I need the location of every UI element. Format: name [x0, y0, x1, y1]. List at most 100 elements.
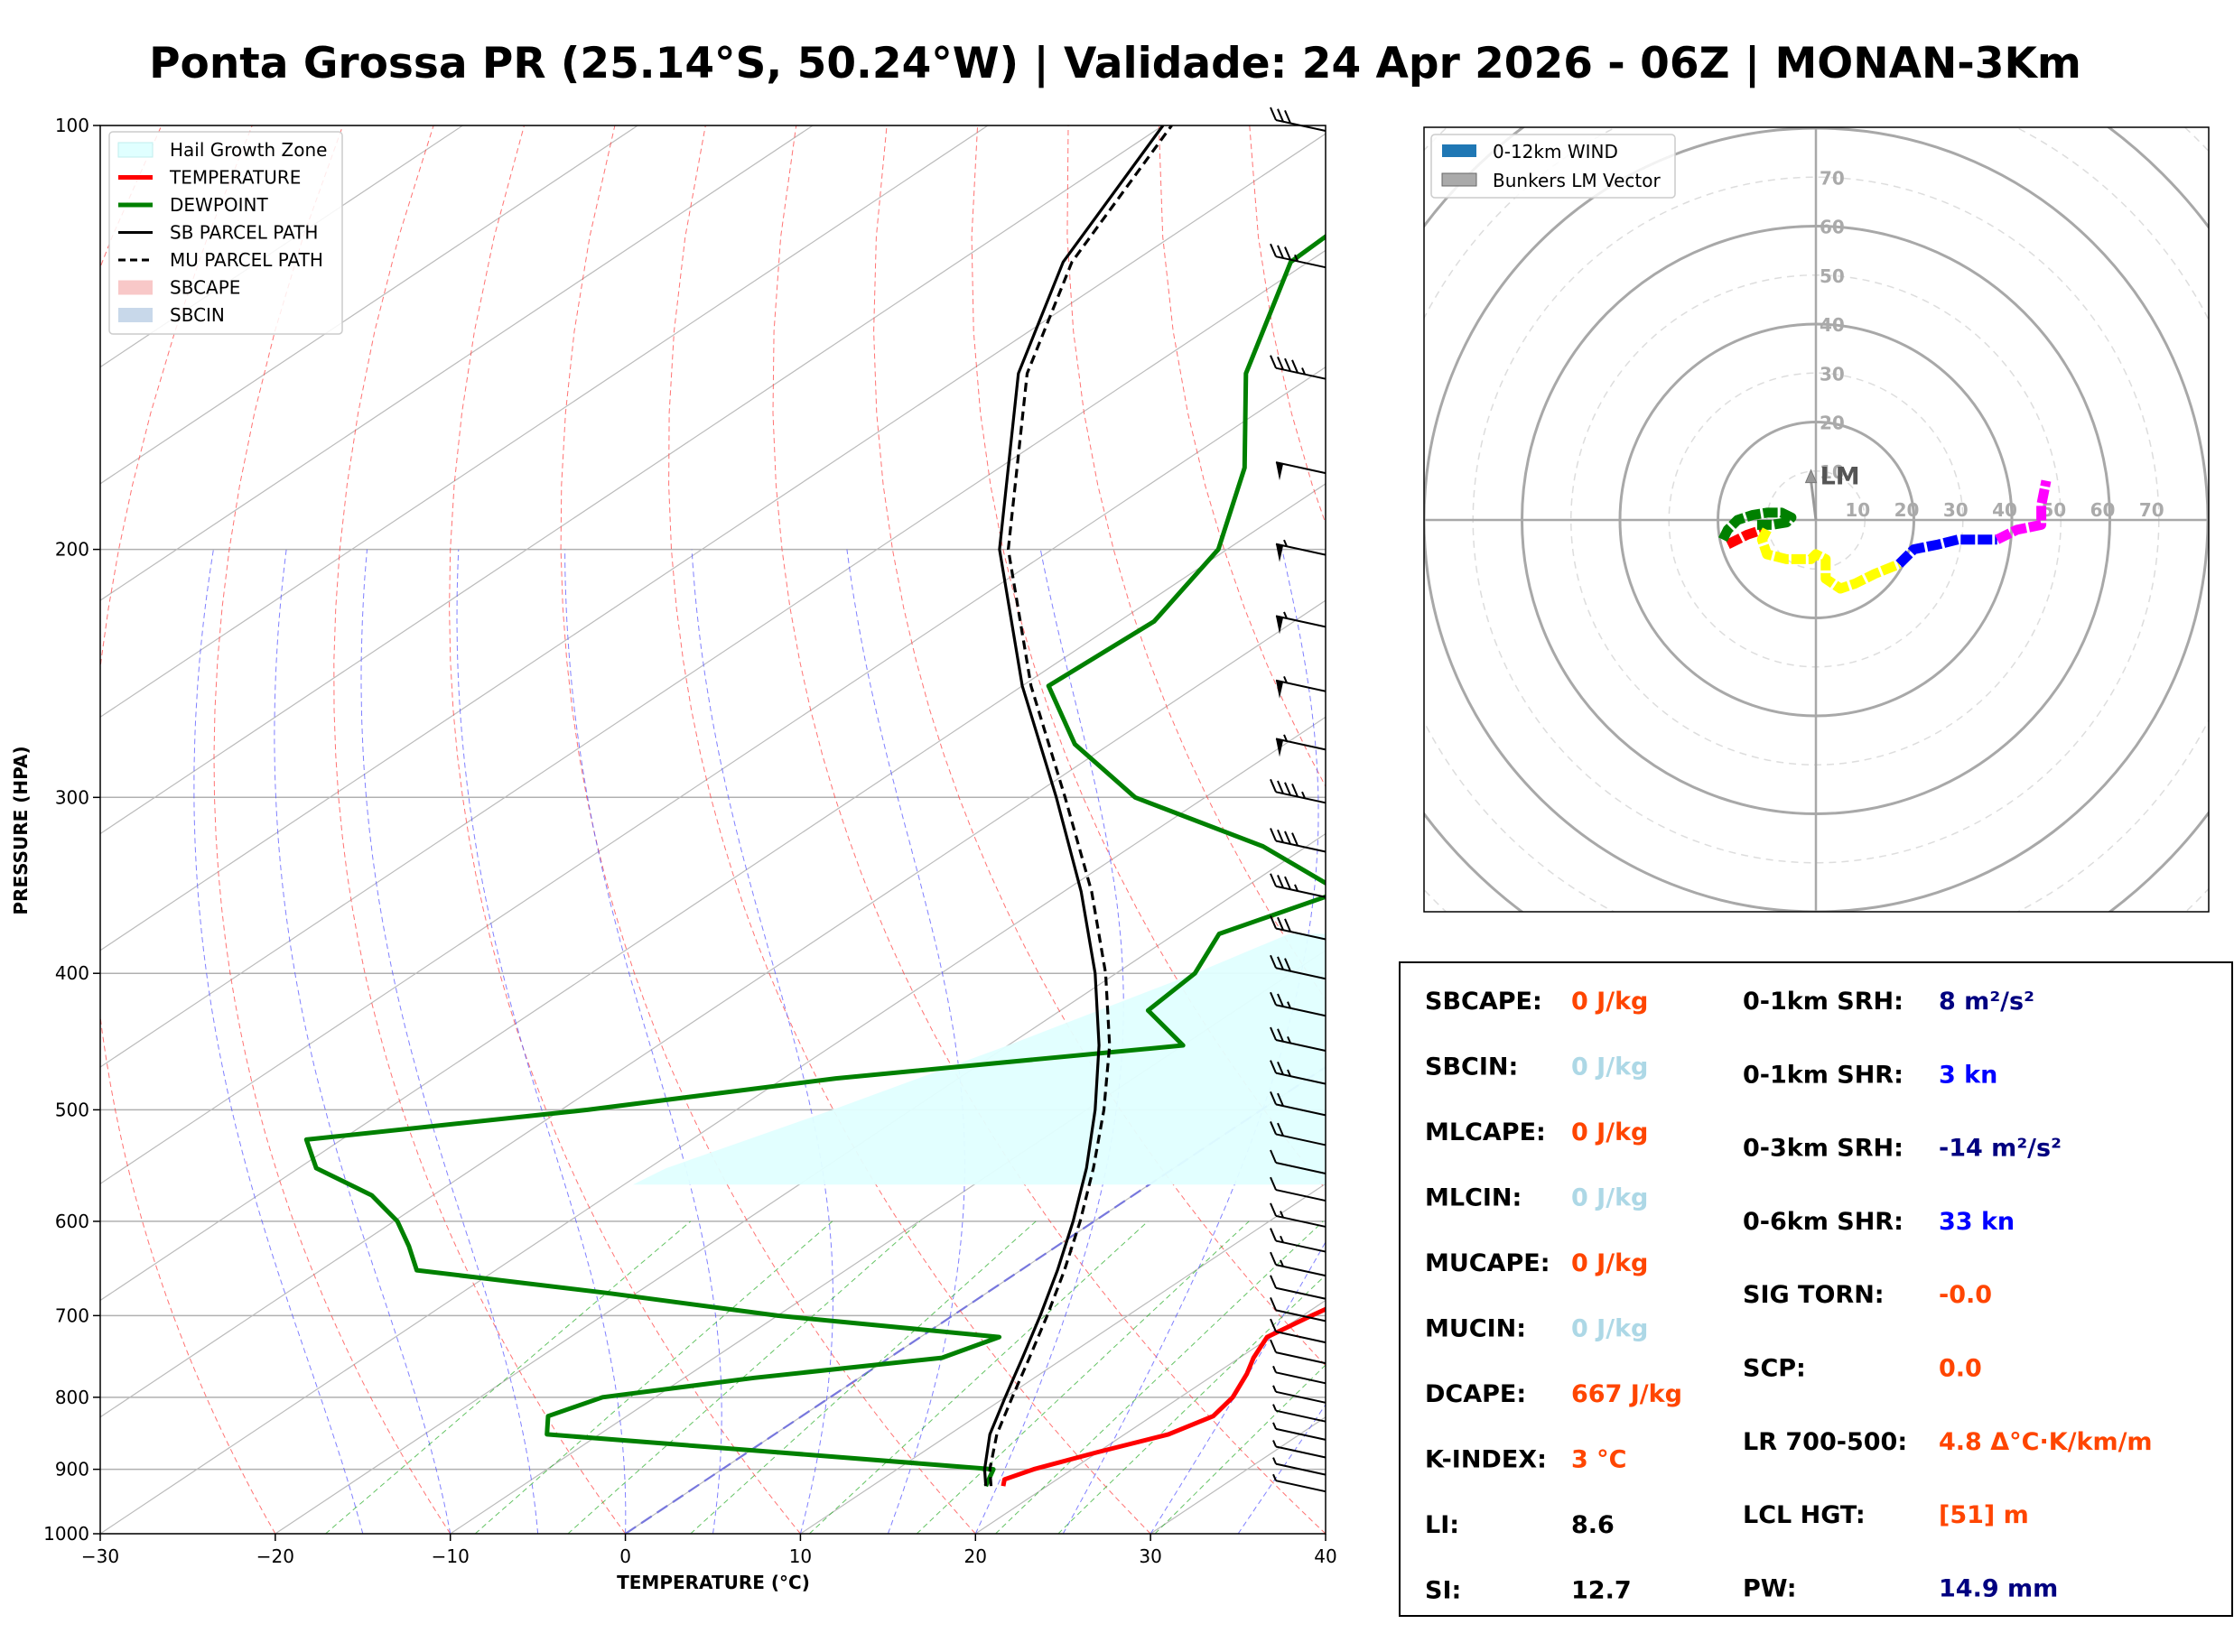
wind-barb-half: [1283, 734, 1288, 742]
wind-barb-full: [1284, 782, 1291, 796]
wind-barb-full: [1270, 1176, 1277, 1191]
index-value: 33 kn: [1939, 1208, 2015, 1236]
wind-barb-half: [1272, 1457, 1277, 1465]
wind-barb-half: [1287, 1069, 1291, 1077]
wind-barb: [1270, 991, 1326, 1017]
wind-barb: [1270, 1121, 1326, 1146]
skewt-profiles: [303, 125, 1326, 1488]
wind-barb: [1270, 873, 1326, 898]
index-value: 12.7: [1571, 1577, 1632, 1605]
wind-barb-full: [1270, 778, 1277, 793]
wind-barb-full: [1270, 1060, 1277, 1074]
bunkers-lm-arrowhead: [1804, 469, 1818, 484]
wind-barb-full: [1270, 1202, 1277, 1217]
wind-barb-half: [1287, 1001, 1291, 1009]
skewt-frame: [99, 125, 1326, 1535]
wind-barb-staff: [1275, 1371, 1326, 1385]
y-tick-label: 100: [55, 115, 89, 136]
wind-barb: [1275, 461, 1326, 481]
index-name: PW:: [1743, 1574, 1797, 1602]
wind-barb: [1275, 539, 1326, 562]
isotherm-line: [100, 249, 1326, 1068]
index-name: 0-1km SRH:: [1743, 988, 1904, 1016]
dry-adiabat: [668, 125, 1151, 1534]
wind-barb-full: [1270, 355, 1277, 369]
hodograph-ring-label-y: 20: [1820, 413, 1845, 434]
hodograph-legend-box: [1430, 134, 1676, 199]
wind-barb-full: [1277, 1061, 1284, 1075]
index-value: 3 °C: [1571, 1446, 1627, 1474]
y-tick-label: 1000: [43, 1523, 89, 1545]
legend-label: SBCIN: [170, 304, 225, 326]
wind-barb-full: [1277, 875, 1284, 888]
wind-barb-staff: [1275, 1133, 1326, 1146]
wind-barb-full: [1277, 1122, 1284, 1137]
wind-barb-staff: [1275, 967, 1326, 980]
hodograph-segment: [1995, 479, 2052, 544]
wind-barb-full: [1270, 1026, 1277, 1041]
wind-barb-staff: [1275, 1072, 1326, 1085]
hodograph-segment: [1725, 524, 1764, 550]
mixing-ratio-line: [1154, 1364, 1326, 1534]
wind-barb: [1272, 1473, 1326, 1493]
wind-barb-staff: [1275, 1309, 1326, 1323]
wind-barb-half: [1294, 884, 1299, 892]
wind-barb-staff: [1275, 543, 1326, 556]
hodograph-segment: [1756, 527, 1902, 594]
hodograph-legend-wind: 0-12km WIND: [1493, 141, 1618, 162]
wind-barb-full: [1277, 956, 1284, 970]
hodograph-ring-label-x: 20: [1894, 499, 1920, 521]
index-value: 4.8 Δ°C·K/km/m: [1939, 1428, 2153, 1456]
wind-barb-staff: [1275, 679, 1326, 692]
wind-barb-half: [1294, 254, 1299, 262]
hodograph-ring-label-y: 30: [1820, 363, 1845, 385]
index-name: MLCAPE:: [1425, 1118, 1546, 1146]
y-tick-label: 900: [55, 1459, 89, 1480]
dry-adiabat: [100, 125, 276, 1534]
wind-barb: [1275, 675, 1326, 699]
wind-barb-full: [1270, 1318, 1277, 1332]
moist-adiabat: [274, 549, 451, 1534]
wind-barb-half: [1272, 1422, 1277, 1430]
wind-barb-full: [1277, 993, 1284, 1007]
wind-barb-half: [1283, 675, 1288, 683]
wind-barb-staff: [1275, 885, 1326, 898]
y-tick-label: 500: [55, 1099, 89, 1120]
mixing-ratio-line: [808, 1220, 1149, 1534]
mixing-ratio-line: [474, 1220, 833, 1534]
wind-barb-half: [1272, 1385, 1277, 1393]
isotherm-line: [275, 832, 1326, 1534]
wind-barb: [1270, 1228, 1326, 1253]
y-tick-label: 600: [55, 1211, 89, 1232]
isotherm-line: [100, 599, 1326, 1418]
index-name: SCP:: [1743, 1355, 1806, 1383]
index-name: 0-3km SRH:: [1743, 1135, 1904, 1163]
index-value: [51] m: [1939, 1501, 2029, 1529]
moist-adiabat: [456, 549, 627, 1534]
wind-barb-half: [1272, 1404, 1277, 1412]
wind-barb-staff: [1275, 1462, 1326, 1476]
legend-swatch: [118, 308, 153, 322]
hodograph-legend-lm: Bunkers LM Vector: [1493, 170, 1662, 191]
wind-barb-full: [1270, 1121, 1277, 1135]
index-name: MUCIN:: [1425, 1315, 1526, 1343]
wind-barb-full: [1270, 915, 1277, 929]
dry-adiabat: [560, 125, 976, 1534]
y-axis-label: PRESSURE (HPA): [10, 746, 32, 914]
hodograph-ring-label-y: 50: [1820, 265, 1845, 287]
moist-adiabat: [360, 549, 539, 1534]
wind-barb-full: [1270, 1149, 1277, 1164]
isotherm-line: [100, 125, 638, 485]
y-tick-label: 400: [55, 962, 89, 984]
hail-growth-zone: [632, 933, 1326, 1185]
index-name: SBCAPE:: [1425, 988, 1542, 1016]
index-value: 0 J/kg: [1571, 1184, 1648, 1212]
hodograph-ring-label-x: 30: [1943, 499, 1969, 521]
y-tick-label: 800: [55, 1387, 89, 1408]
wind-barb-full: [1291, 359, 1299, 374]
x-tick-label: −30: [81, 1545, 119, 1567]
wind-barb-staff: [1275, 1427, 1326, 1441]
moist-adiabat: [564, 549, 722, 1534]
